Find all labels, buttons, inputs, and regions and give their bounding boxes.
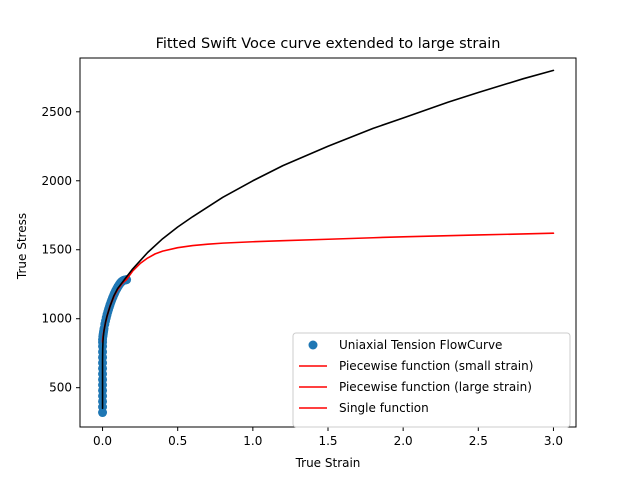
x-tick-label: 2.5 xyxy=(469,434,488,448)
series-line-2 xyxy=(125,232,555,281)
legend-box xyxy=(292,332,571,428)
x-tick-label: 2.0 xyxy=(394,434,413,448)
legend-label: Uniaxial Tension FlowCurve xyxy=(339,338,502,352)
y-tick-label: 2000 xyxy=(41,174,72,188)
x-tick-label: 1.0 xyxy=(243,434,262,448)
series-line-4 xyxy=(101,69,555,410)
y-tick-label: 1500 xyxy=(41,243,72,257)
legend-marker xyxy=(308,340,318,350)
legend-entry: Piecewise function (large strain) xyxy=(299,380,532,394)
axes: 0.0 0.5 1.0 1.5 2.0 2.5 3.0 500 1000 1500 2000 2500 xyxy=(41,57,577,448)
x-axis-label: True Strain xyxy=(295,456,361,470)
x-tick-label: 0.0 xyxy=(93,434,112,448)
x-tick-label: 1.5 xyxy=(318,434,337,448)
y-tick-label: 500 xyxy=(49,381,72,395)
legend-label: Piecewise function (small strain) xyxy=(339,359,533,373)
legend-entry: Uniaxial Tension FlowCurve xyxy=(308,338,502,352)
legend-label: Single function xyxy=(339,401,429,415)
x-tick-label: 0.5 xyxy=(168,434,187,448)
plot-area xyxy=(98,69,555,418)
legend-entry: Single function xyxy=(299,401,429,415)
legend-entry: Piecewise function (small strain) xyxy=(299,359,533,373)
legend: Uniaxial Tension FlowCurve Piecewise func… xyxy=(292,332,571,428)
legend-label: Piecewise function (large strain) xyxy=(339,380,532,394)
chart-title: Fitted Swift Voce curve extended to larg… xyxy=(156,36,501,52)
y-tick-label: 2500 xyxy=(41,105,72,119)
y-axis-label: True Stress xyxy=(15,213,29,280)
x-tick-label: 3.0 xyxy=(544,434,563,448)
y-tick-label: 1000 xyxy=(41,312,72,326)
